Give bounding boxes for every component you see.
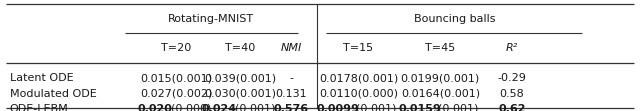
Text: 0.576: 0.576 xyxy=(274,104,308,111)
Text: 0.020: 0.020 xyxy=(138,104,173,111)
Text: -: - xyxy=(289,73,293,83)
Text: 0.58: 0.58 xyxy=(500,89,524,99)
Text: 0.030(0.001): 0.030(0.001) xyxy=(204,89,276,99)
Text: 0.0159: 0.0159 xyxy=(398,104,441,111)
Text: T=15: T=15 xyxy=(343,43,374,53)
Text: -0.29: -0.29 xyxy=(497,73,527,83)
Text: 0.0199(0.001): 0.0199(0.001) xyxy=(401,73,480,83)
Text: (0.001): (0.001) xyxy=(234,104,275,111)
Text: (0.000): (0.000) xyxy=(170,104,211,111)
Text: 0.0099: 0.0099 xyxy=(316,104,359,111)
Text: (0.001): (0.001) xyxy=(438,104,478,111)
Text: 0.0164(0.001): 0.0164(0.001) xyxy=(401,89,480,99)
Text: 0.131: 0.131 xyxy=(275,89,307,99)
Text: 0.024: 0.024 xyxy=(202,104,237,111)
Text: NMI: NMI xyxy=(280,43,302,53)
Text: Latent ODE: Latent ODE xyxy=(10,73,73,83)
Text: 0.62: 0.62 xyxy=(499,104,525,111)
Text: 0.027(0.002): 0.027(0.002) xyxy=(140,89,212,99)
Text: 0.015(0.001): 0.015(0.001) xyxy=(140,73,212,83)
Text: 0.039(0.001): 0.039(0.001) xyxy=(204,73,276,83)
Text: T=45: T=45 xyxy=(425,43,456,53)
Text: ODE-LEBM: ODE-LEBM xyxy=(10,104,68,111)
Text: (0.001): (0.001) xyxy=(356,104,396,111)
Text: Rotating-MNIST: Rotating-MNIST xyxy=(168,14,254,24)
Text: 0.0178(0.001): 0.0178(0.001) xyxy=(319,73,398,83)
Text: T=20: T=20 xyxy=(161,43,191,53)
Text: 0.0110(0.000): 0.0110(0.000) xyxy=(319,89,398,99)
Text: R²: R² xyxy=(506,43,518,53)
Text: T=40: T=40 xyxy=(225,43,255,53)
Text: Bouncing balls: Bouncing balls xyxy=(413,14,495,24)
Text: Modulated ODE: Modulated ODE xyxy=(10,89,97,99)
